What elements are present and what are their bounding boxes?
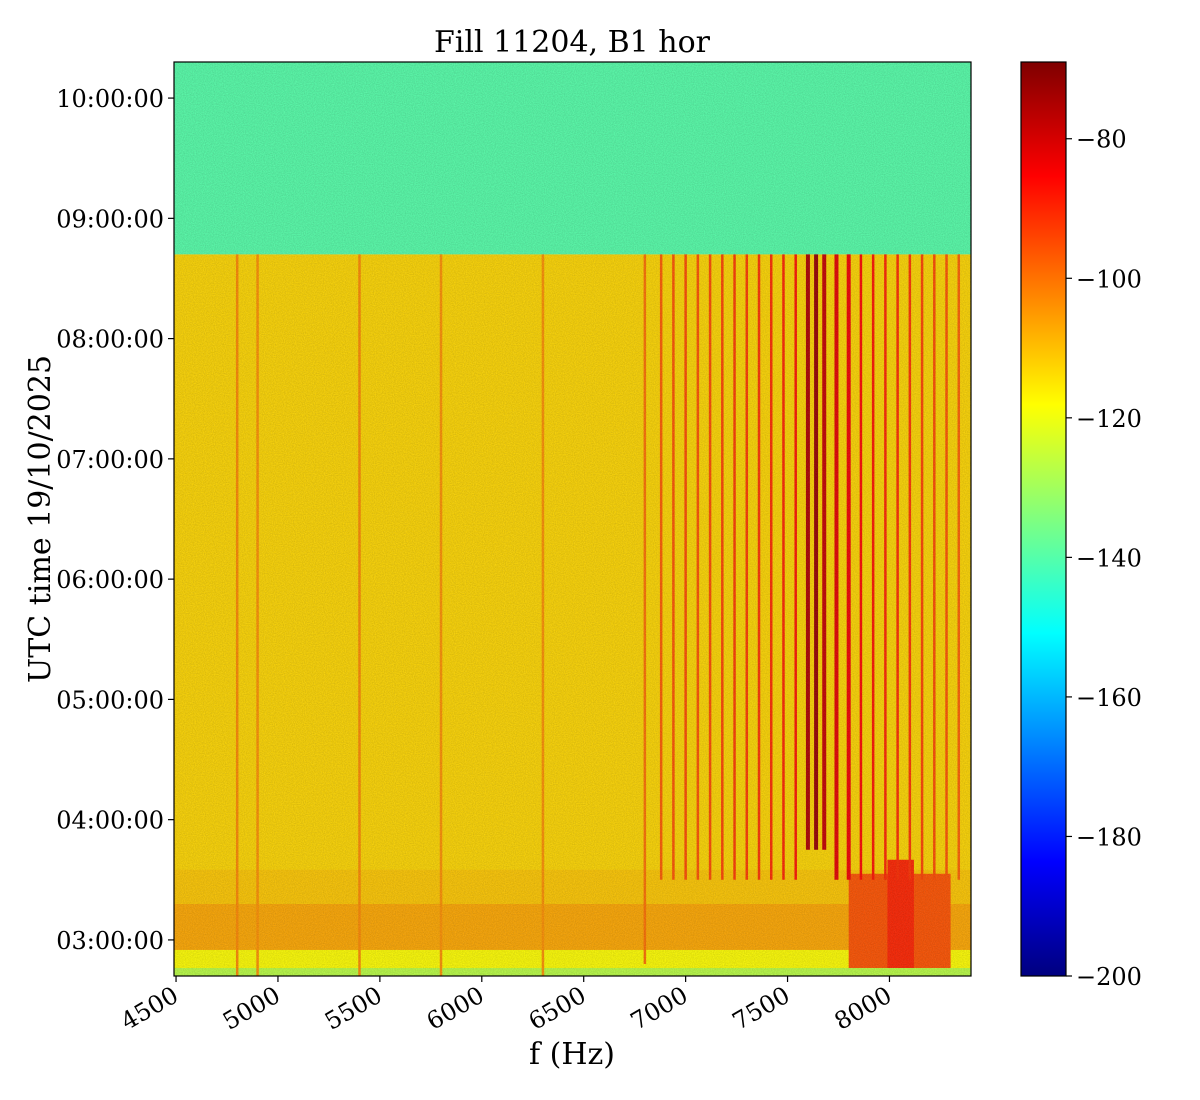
colorbar-tick-label: −180: [1076, 823, 1142, 851]
colorbar: [1020, 61, 1067, 977]
x-tick-label: 6000: [422, 981, 489, 1036]
heatmap-plot-area: [174, 62, 971, 976]
noise-texture-light: [174, 62, 971, 976]
colorbar-tick-label: −160: [1076, 684, 1142, 712]
y-tick-label: 09:00:00: [56, 205, 164, 233]
x-tick-label: 5000: [218, 981, 285, 1036]
x-tick-label: 5500: [320, 981, 387, 1036]
x-tick-label: 6500: [524, 981, 591, 1036]
y-axis-ticks: 03:00:00 04:00:00 05:00:00 06:00:00 07:00:00…: [56, 85, 174, 955]
y-tick-label: 04:00:00: [56, 807, 164, 835]
y-tick-label: 08:00:00: [56, 326, 164, 354]
x-tick-label: 4500: [116, 981, 183, 1036]
plot-frame: [173, 61, 972, 977]
y-tick-label: 06:00:00: [56, 566, 164, 594]
y-tick-label: 03:00:00: [56, 927, 164, 955]
x-tick-label: 7000: [626, 981, 693, 1036]
colorbar-tick-label: −80: [1076, 126, 1127, 154]
colorbar-tick-label: −100: [1076, 265, 1142, 293]
x-tick-label: 7500: [728, 981, 795, 1036]
colorbar-ticks: −80 −100 −120 −140 −160 −180 −200: [1066, 126, 1142, 991]
x-axis-label: f (Hz): [529, 1037, 615, 1072]
colorbar-tick-label: −140: [1076, 544, 1142, 572]
colorbar-tick-label: −120: [1076, 405, 1142, 433]
x-tick-label: 8000: [830, 981, 897, 1036]
y-tick-label: 05:00:00: [56, 686, 164, 714]
y-axis-label: UTC time 19/10/2025: [23, 355, 58, 683]
y-tick-label: 07:00:00: [56, 446, 164, 474]
chart-title: Fill 11204, B1 hor: [434, 25, 711, 60]
colorbar-tick-label: −200: [1076, 963, 1142, 991]
y-tick-label: 10:00:00: [56, 85, 164, 113]
x-axis-ticks: 4500 5000 5500 6000 6500 7000 7500 8000: [116, 976, 896, 1036]
